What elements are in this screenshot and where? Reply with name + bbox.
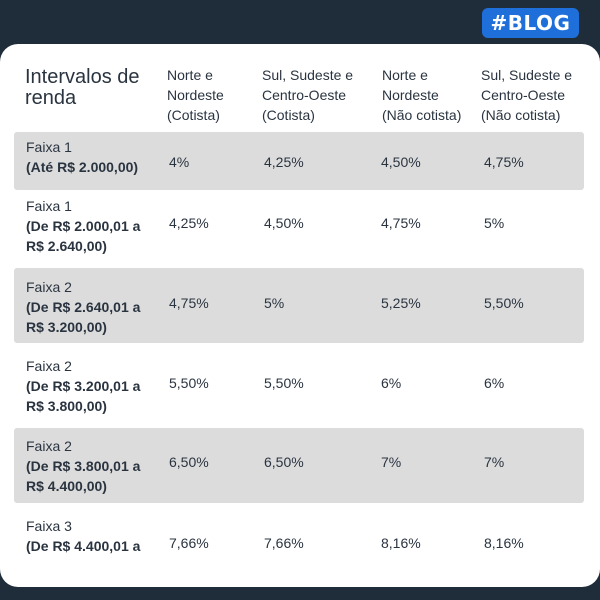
range-label: (De R$ 2.000,01 a [26, 218, 141, 234]
rates-table-card: Intervalos de renda Norte e Nordeste (Co… [0, 44, 600, 587]
rate-cell: 7,66% [169, 535, 209, 551]
header-col-line: Norte e [382, 67, 428, 83]
header-col-line: Centro-Oeste [262, 87, 347, 103]
rate-cell: 5,50% [484, 295, 524, 311]
rate-cell: 8,16% [484, 535, 524, 551]
faixa-label: Faixa 2 [26, 358, 72, 374]
rate-cell: 4,75% [169, 295, 209, 311]
table-row: Faixa 1 (Até R$ 2.000,00) 4% 4,25% 4,50%… [14, 132, 584, 190]
rate-cell: 5,50% [264, 375, 304, 391]
rate-cell: 7% [484, 454, 505, 470]
table-row: Faixa 3 (De R$ 4.400,01 a 7,66% 7,66% 8,… [14, 503, 584, 587]
rate-cell: 8,16% [381, 535, 421, 551]
range-label: (De R$ 3.800,01 a [26, 458, 141, 474]
header-col-line: Nordeste [382, 87, 439, 103]
faixa-label: Faixa 2 [26, 279, 72, 295]
rate-cell: 5% [264, 295, 285, 311]
header-col-norte-nordeste-cotista: Norte e Nordeste (Cotista) [167, 65, 224, 125]
header-col-line: Centro-Oeste [481, 87, 566, 103]
row-label: Faixa 1 (Até R$ 2.000,00) [26, 137, 138, 177]
range-label: (Até R$ 2.000,00) [26, 159, 139, 175]
range-label: (De R$ 4.400,01 a [26, 538, 141, 554]
rate-cell: 7% [381, 454, 402, 470]
table-row: Faixa 2 (De R$ 2.640,01 a R$ 3.200,00) 4… [14, 268, 584, 343]
row-label: Faixa 3 (De R$ 4.400,01 a [26, 516, 140, 556]
header-col-line: Sul, Sudeste e [262, 67, 354, 83]
range-label: R$ 2.640,00) [26, 238, 107, 254]
header-col-sul-sudeste-cotista: Sul, Sudeste e Centro-Oeste (Cotista) [262, 65, 353, 125]
range-label: (De R$ 2.640,01 a [26, 299, 141, 315]
row-label: Faixa 2 (De R$ 2.640,01 a R$ 3.200,00) [26, 277, 140, 337]
header-title: Intervalos de renda [25, 66, 140, 109]
rate-cell: 5,50% [169, 375, 209, 391]
header-col-line: (Não cotista) [382, 107, 462, 123]
rate-cell: 4,50% [381, 154, 421, 170]
rate-cell: 4,25% [169, 215, 209, 231]
table-row: Faixa 2 (De R$ 3.200,01 a R$ 3.800,00) 5… [14, 343, 584, 428]
rate-cell: 6% [381, 375, 402, 391]
row-label: Faixa 2 (De R$ 3.800,01 a R$ 4.400,00) [26, 436, 140, 496]
blog-badge: #BLOG [482, 8, 579, 38]
table-row: Faixa 1 (De R$ 2.000,01 a R$ 2.640,00) 4… [14, 190, 584, 268]
rate-cell: 4,25% [264, 154, 304, 170]
header-col-line: Sul, Sudeste e [481, 67, 573, 83]
faixa-label: Faixa 1 [26, 198, 72, 214]
header-col-line: (Não cotista) [481, 107, 561, 123]
rate-cell: 6,50% [169, 454, 209, 470]
faixa-label: Faixa 1 [26, 139, 72, 155]
header-col-line: Nordeste [167, 87, 224, 103]
rate-cell: 4,75% [484, 154, 524, 170]
rate-cell: 4,75% [381, 215, 421, 231]
range-label: R$ 4.400,00) [26, 478, 107, 494]
rate-cell: 5,25% [381, 295, 421, 311]
header-col-norte-nordeste-nao-cotista: Norte e Nordeste (Não cotista) [382, 65, 461, 125]
row-label: Faixa 2 (De R$ 3.200,01 a R$ 3.800,00) [26, 356, 140, 416]
faixa-label: Faixa 2 [26, 438, 72, 454]
rate-cell: 6% [484, 375, 505, 391]
range-label: (De R$ 3.200,01 a [26, 378, 141, 394]
rate-cell: 6,50% [264, 454, 304, 470]
row-label: Faixa 1 (De R$ 2.000,01 a R$ 2.640,00) [26, 196, 140, 256]
rate-cell: 7,66% [264, 535, 304, 551]
header-col-line: Norte e [167, 67, 213, 83]
header-col-line: (Cotista) [262, 107, 315, 123]
rate-cell: 4% [169, 154, 190, 170]
faixa-label: Faixa 3 [26, 518, 72, 534]
range-label: R$ 3.200,00) [26, 319, 107, 335]
header-col-sul-sudeste-nao-cotista: Sul, Sudeste e Centro-Oeste (Não cotista… [481, 65, 572, 125]
header-col-line: (Cotista) [167, 107, 220, 123]
rate-cell: 4,50% [264, 215, 304, 231]
rate-cell: 5% [484, 215, 505, 231]
range-label: R$ 3.800,00) [26, 398, 107, 414]
table-row: Faixa 2 (De R$ 3.800,01 a R$ 4.400,00) 6… [14, 428, 584, 503]
table-header: Intervalos de renda Norte e Nordeste (Co… [0, 44, 600, 132]
